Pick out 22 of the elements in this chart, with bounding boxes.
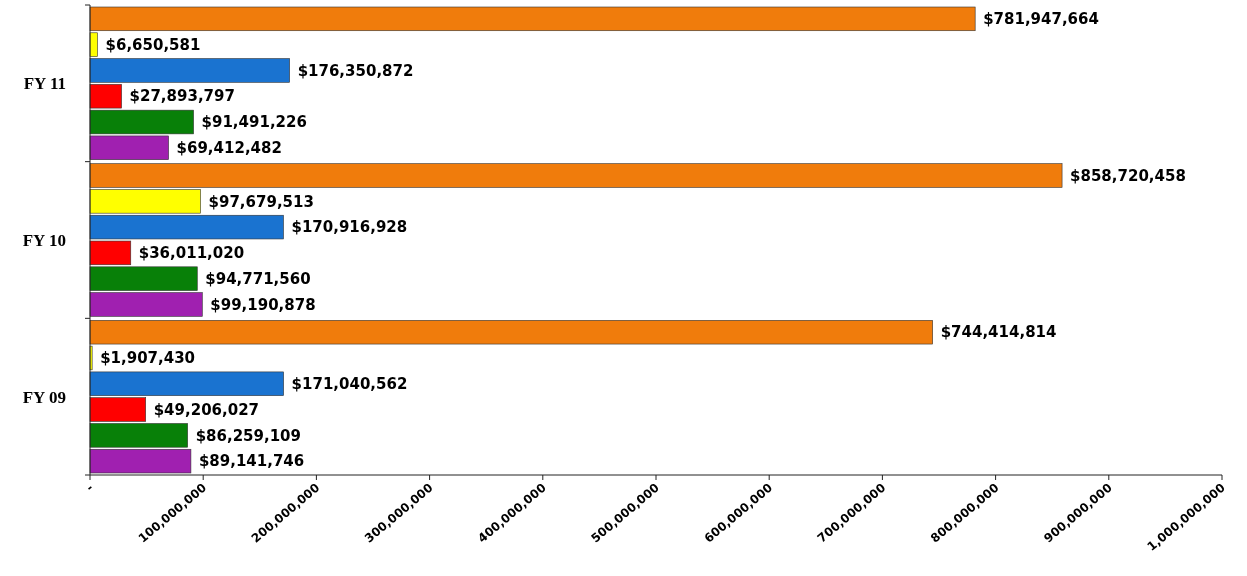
data-label: $49,206,027 bbox=[153, 400, 260, 419]
data-label: $86,259,109 bbox=[195, 426, 301, 445]
data-label: $91,491,226 bbox=[201, 113, 307, 132]
data-label: $171,040,562 bbox=[291, 375, 408, 394]
data-label: $94,771,560 bbox=[205, 269, 311, 288]
data-label: $176,350,872 bbox=[297, 61, 414, 80]
data-label: $6,650,581 bbox=[105, 35, 201, 54]
data-label: $89,141,746 bbox=[198, 452, 305, 471]
data-label: $27,893,797 bbox=[129, 87, 235, 106]
y-tick-label: FY 11 bbox=[23, 74, 66, 94]
data-label: $97,679,513 bbox=[208, 192, 314, 211]
data-label: $99,190,878 bbox=[210, 295, 316, 314]
data-label: $69,412,482 bbox=[176, 139, 282, 158]
data-label: $858,720,458 bbox=[1070, 166, 1186, 185]
data-label: $36,011,020 bbox=[138, 244, 245, 263]
y-tick-label: FY 09 bbox=[22, 387, 66, 407]
data-label: $744,414,814 bbox=[940, 323, 1057, 342]
x-tick-label: - bbox=[83, 480, 96, 495]
data-label: $781,947,664 bbox=[983, 10, 1099, 29]
data-label: $1,907,430 bbox=[100, 349, 196, 368]
y-tick-label: FY 10 bbox=[22, 230, 66, 250]
data-label: $170,916,928 bbox=[291, 218, 408, 237]
